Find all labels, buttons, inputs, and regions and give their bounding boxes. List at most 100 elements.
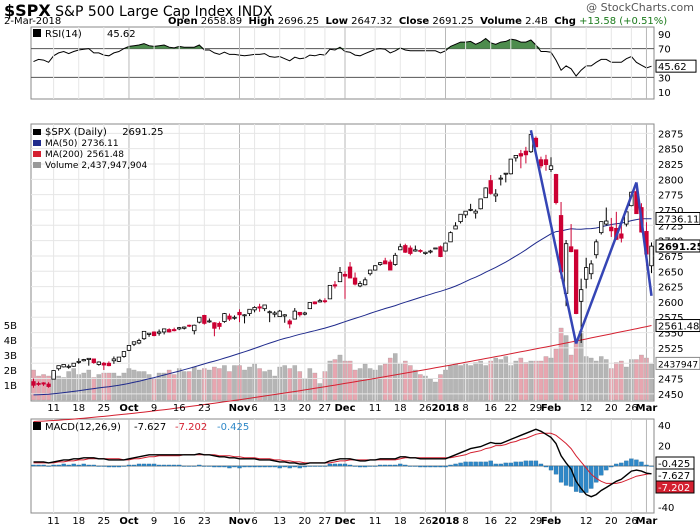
candle-body	[202, 315, 207, 324]
macd-histogram-bar	[41, 464, 46, 467]
candle-body	[257, 306, 262, 309]
candle-body	[177, 327, 182, 330]
volume-bar	[232, 365, 237, 401]
volume-tick-label: 2B	[4, 366, 17, 377]
candle-body	[106, 362, 112, 367]
candle-body	[146, 332, 152, 335]
price-tick-label: 2525	[658, 344, 683, 355]
candle-body	[31, 381, 36, 386]
price-tick-label: 2475	[658, 375, 683, 386]
candle-body	[513, 155, 518, 159]
rsi-legend-label: RSI(14)	[45, 29, 82, 40]
macd-histogram-bar	[433, 465, 438, 468]
candle-body	[453, 225, 458, 230]
ma200-legend-value: 2561.48	[87, 150, 124, 160]
ohlc-stats: Open 2658.89 High 2696.25 Low 2647.32 Cl…	[168, 16, 667, 27]
macd-histogram-bar	[413, 465, 418, 467]
macd-histogram-bar	[624, 460, 629, 467]
candle-body	[317, 300, 323, 303]
rsi-panel: 907050301045.62	[31, 30, 697, 99]
macd-histogram-bar	[317, 465, 323, 467]
volume-bar	[347, 360, 353, 401]
macd-histogram-bar	[227, 465, 232, 469]
volume-tick-label: 5B	[4, 321, 17, 332]
candle-body	[367, 269, 373, 275]
candle-body	[609, 226, 614, 232]
candle-body	[86, 357, 91, 360]
macd-histogram-bar	[513, 461, 518, 467]
candle-body	[292, 310, 297, 320]
chg-value: +13.58 (+0.51%)	[579, 16, 668, 27]
candle-body	[101, 362, 107, 366]
volume-bar	[146, 374, 152, 401]
trendline	[635, 182, 653, 296]
volume-bar	[156, 372, 162, 401]
volume-bar	[498, 359, 504, 401]
macd-histogram-bar	[111, 465, 117, 468]
candle-body	[568, 246, 574, 253]
volume-legend-swatch	[33, 162, 41, 168]
candle-body	[51, 370, 56, 380]
trendline	[529, 130, 578, 344]
macd-histogram-bar	[121, 465, 127, 467]
x-tick-label: 6	[251, 516, 257, 527]
volume-bar	[36, 375, 41, 401]
candle-body	[508, 158, 513, 175]
value-box-text: 2691.25	[658, 242, 700, 253]
candle-body	[302, 312, 307, 315]
candle-body	[172, 329, 177, 332]
candle-body	[488, 180, 493, 194]
x-tick-label: 9	[151, 403, 157, 414]
macd-histogram-bar	[237, 465, 242, 469]
chart-title: $SPX S&P 500 Large Cap Index INDX	[4, 1, 273, 20]
chg-label: Chg	[554, 16, 576, 27]
candle-body	[498, 177, 503, 180]
macd-histogram-bar	[393, 464, 398, 467]
candle-body	[81, 359, 86, 362]
macd-histogram-bar	[503, 462, 508, 467]
macd-histogram-bar	[327, 463, 333, 467]
candle-body	[307, 302, 313, 310]
macd-histogram-bar	[553, 465, 559, 475]
x-tick-label: Dec	[335, 403, 356, 414]
macd-legend-signal: -7.202	[175, 422, 207, 433]
candle-body	[327, 284, 333, 300]
volume-bar	[553, 348, 559, 401]
macd-histogram-bar	[61, 463, 66, 467]
macd-signal-line	[33, 432, 652, 484]
x-tick-label: Mar	[636, 516, 658, 527]
volume-bar	[292, 365, 298, 401]
candle-body	[413, 249, 418, 252]
macd-histogram-bar	[217, 465, 222, 468]
macd-histogram-bar	[337, 463, 343, 467]
candle-body	[473, 210, 478, 214]
rsi-legend-value: 45.62	[107, 29, 136, 40]
rsi-tick-label: 30	[658, 73, 671, 84]
macd-histogram-bar	[267, 465, 272, 468]
macd-histogram-bar	[51, 464, 56, 467]
macd-tick-label: -40	[658, 503, 674, 514]
volume-bar	[282, 365, 287, 401]
x-tick-label: 16	[173, 516, 186, 527]
exchange-label: INDX	[237, 4, 273, 20]
price-tick-label: 2675	[658, 252, 683, 263]
macd-histogram-bar	[172, 464, 177, 467]
ma50-legend-swatch	[33, 140, 41, 146]
candle-body	[187, 324, 192, 327]
volume-bar	[478, 360, 483, 401]
volume-bar	[192, 366, 197, 401]
volume-bar	[473, 362, 478, 401]
volume-bar	[403, 360, 408, 401]
volume-bar	[217, 368, 222, 401]
candle-body	[151, 331, 157, 337]
x-tick-label: 26	[625, 516, 638, 527]
ma200-legend-label: MA(200)	[45, 150, 83, 160]
macd-histogram-bar	[106, 465, 112, 468]
volume-bar	[61, 377, 66, 401]
macd-histogram-bar	[312, 465, 318, 467]
candle-body	[649, 245, 654, 267]
volume-bar	[46, 375, 51, 401]
candle-body	[111, 358, 117, 362]
volume-bar	[116, 375, 122, 401]
volume-bar	[382, 363, 388, 401]
